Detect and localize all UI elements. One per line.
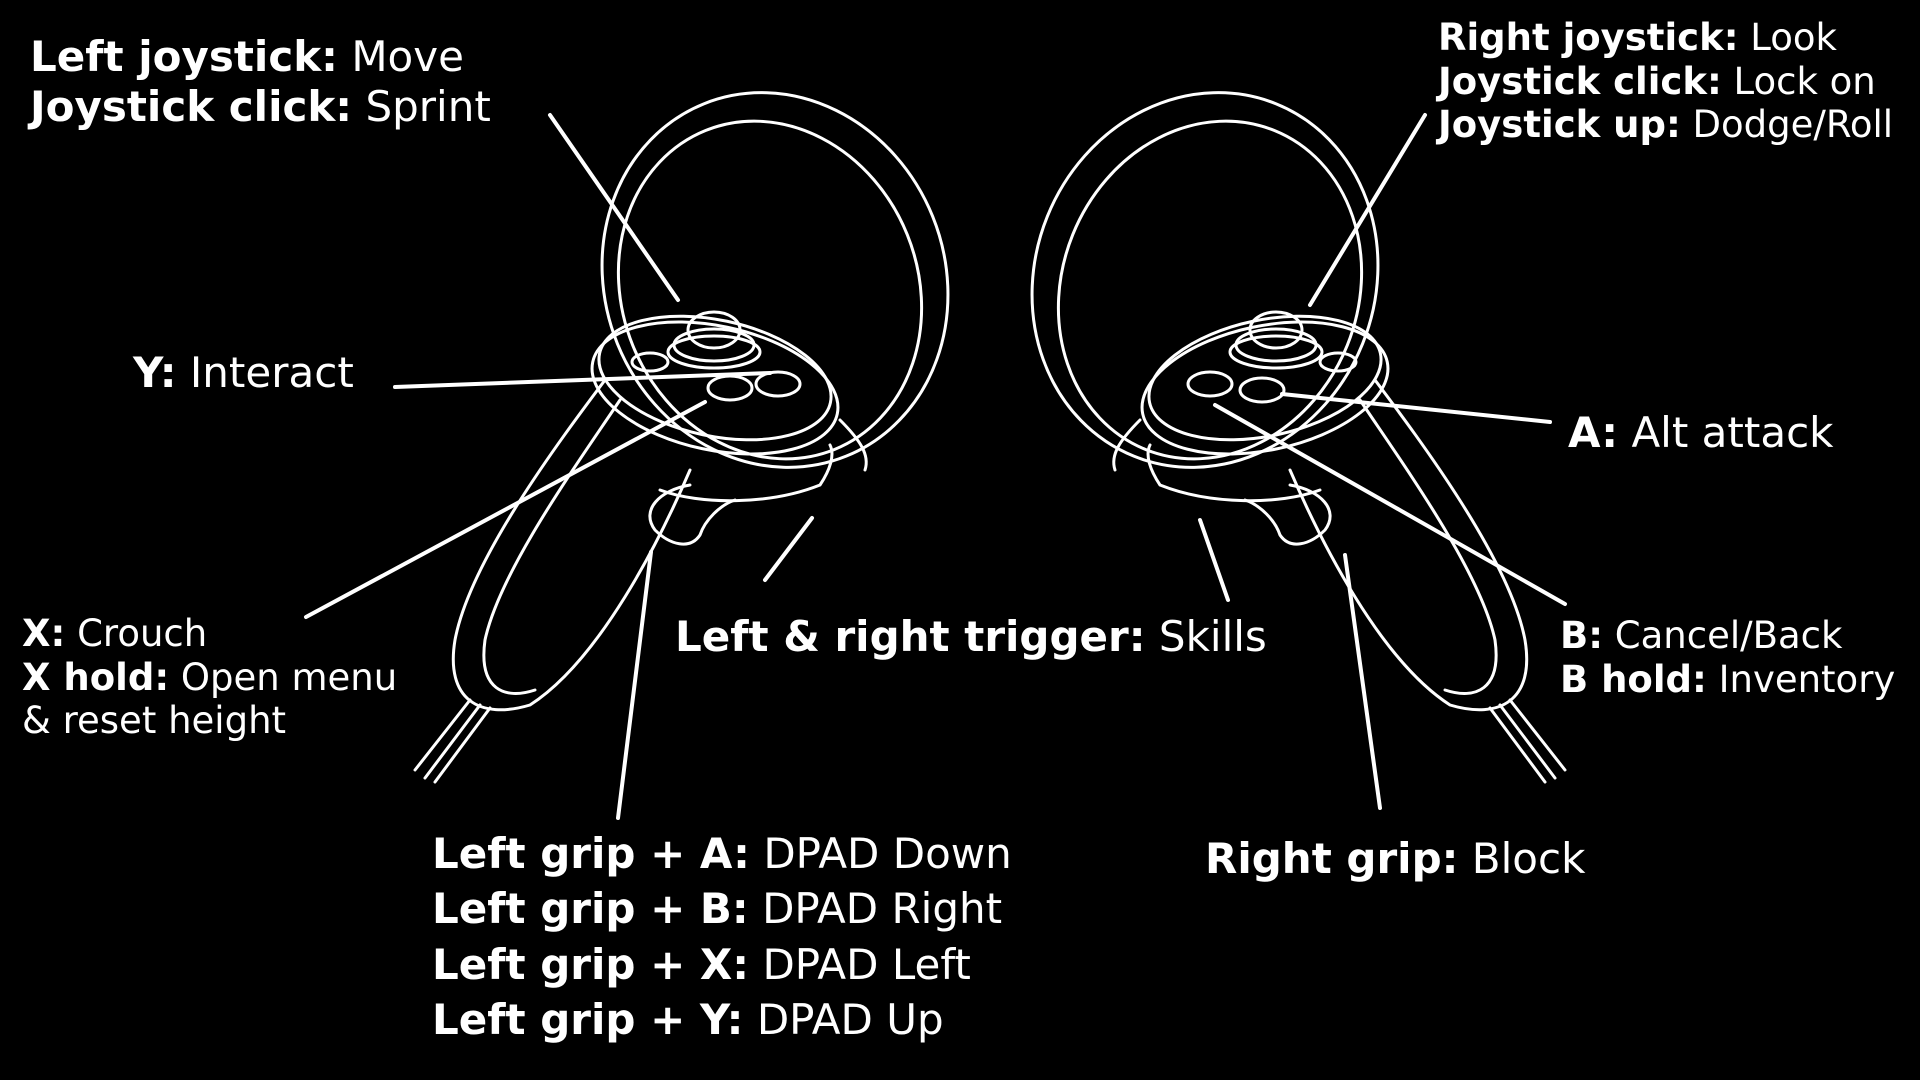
leader-right-joystick bbox=[1308, 113, 1427, 307]
leader-left-joystick bbox=[548, 113, 680, 302]
label-row: A: Alt attack bbox=[1568, 408, 1834, 457]
label-row: Y: Interact bbox=[133, 348, 354, 397]
leader-right-trigger bbox=[1198, 518, 1230, 602]
label-right-grip: Right grip: Block bbox=[1205, 834, 1585, 884]
leader-right-grip bbox=[1343, 553, 1382, 810]
label-triggers: Left & right trigger: Skills bbox=[675, 612, 1267, 662]
leader-lines bbox=[304, 113, 1567, 820]
label-row: Left grip + Y: DPAD Up bbox=[432, 995, 944, 1045]
label-row: Right joystick: Look bbox=[1438, 16, 1837, 59]
label-right-joystick: Right joystick: Look Joystick click: Loc… bbox=[1438, 16, 1893, 147]
label-row: B hold: Inventory bbox=[1560, 657, 1896, 701]
label-row: Right grip: Block bbox=[1205, 834, 1586, 883]
leader-x-button bbox=[304, 400, 707, 619]
label-y-button: Y: Interact bbox=[133, 348, 354, 398]
right-controller bbox=[1030, 91, 1567, 784]
label-left-grip: Left grip + A: DPAD Down Left grip + B: … bbox=[432, 826, 1012, 1048]
label-row: Left grip + A: DPAD Down bbox=[432, 829, 1012, 878]
label-row: B: Cancel/Back bbox=[1560, 614, 1843, 657]
leader-a-button bbox=[1280, 392, 1552, 424]
right-grip-icon bbox=[1243, 483, 1332, 546]
y-button-icon bbox=[754, 370, 802, 398]
label-row: X hold: Open menu bbox=[22, 655, 398, 699]
label-row: Left grip + X: DPAD Left bbox=[432, 939, 971, 989]
right-trigger-icon bbox=[1146, 443, 1322, 503]
leader-b-button bbox=[1213, 403, 1567, 606]
oculus-button-icon bbox=[1318, 351, 1358, 373]
left-grip-icon bbox=[648, 483, 737, 546]
leader-left-grip bbox=[616, 550, 653, 820]
leader-y-button bbox=[393, 371, 772, 389]
leader-left-trigger bbox=[763, 516, 814, 582]
label-left-joystick: Left joystick: Move Joystick click: Spri… bbox=[30, 32, 491, 131]
left-controller bbox=[413, 91, 950, 784]
label-x-button: X: Crouch X hold: Open menu & reset heig… bbox=[22, 612, 397, 743]
label-row: Left & right trigger: Skills bbox=[675, 612, 1267, 661]
x-button-icon bbox=[706, 374, 754, 402]
menu-button-icon bbox=[630, 351, 670, 373]
b-button-icon bbox=[1186, 370, 1234, 398]
label-row: Left joystick: Move bbox=[30, 32, 464, 81]
label-row: Left grip + B: DPAD Right bbox=[432, 884, 1003, 934]
label-row: X: Crouch bbox=[22, 612, 208, 655]
left-trigger-icon bbox=[658, 443, 834, 503]
label-row: Joystick up: Dodge/Roll bbox=[1438, 103, 1894, 147]
left-joystick-icon bbox=[686, 310, 742, 350]
right-joystick-icon bbox=[1248, 310, 1304, 350]
label-a-button: A: Alt attack bbox=[1568, 408, 1834, 458]
label-row: Joystick click: Sprint bbox=[30, 81, 491, 131]
label-row: & reset height bbox=[22, 699, 287, 743]
label-b-button: B: Cancel/Back B hold: Inventory bbox=[1560, 614, 1895, 701]
label-row: Joystick click: Lock on bbox=[1438, 59, 1876, 103]
a-button-icon bbox=[1238, 376, 1286, 404]
